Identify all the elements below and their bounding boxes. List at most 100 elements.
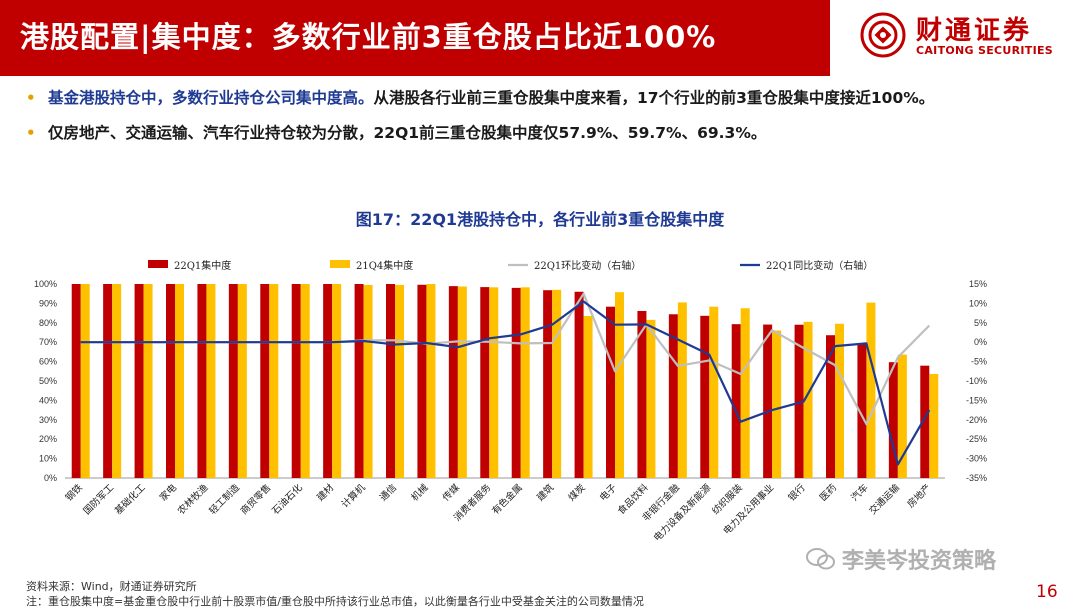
- watermark-text: 李美岑投资策略: [842, 549, 997, 574]
- bullet-item: • 仅房地产、交通运输、汽车行业持仓较为分散，22Q1前三重仓股集中度仅57.9…: [26, 123, 1056, 144]
- bar-22q1: [166, 284, 175, 478]
- legend-label: 22Q1同比变动（右轴）: [766, 259, 873, 272]
- bar-22q1: [543, 290, 553, 478]
- right-axis-tick: -35%: [966, 473, 987, 483]
- right-axis-tick: -25%: [966, 434, 987, 444]
- left-axis-tick: 90%: [39, 298, 57, 308]
- bar-22q1: [763, 324, 773, 478]
- bar-21q4: [426, 284, 436, 478]
- bar-21q4: [237, 284, 247, 478]
- x-axis-category-label: 电子: [597, 481, 619, 503]
- bar-22q1: [574, 291, 584, 478]
- bar-21q4: [552, 289, 562, 478]
- bar-21q4: [677, 302, 687, 478]
- bar-21q4: [112, 284, 122, 478]
- left-axis-tick: 100%: [34, 279, 57, 289]
- left-axis-tick: 40%: [39, 395, 57, 405]
- left-axis-tick: 0%: [44, 473, 57, 483]
- left-axis-tick: 20%: [39, 434, 57, 444]
- footer-note: 注：重仓股集中度=基金重仓股中行业前十股票市值/重仓股中所持该行业总市值，以此衡…: [26, 595, 644, 608]
- x-axis-category-label: 家电: [157, 481, 179, 503]
- bar-21q4: [803, 321, 813, 478]
- bar-21q4: [206, 284, 216, 478]
- right-axis-tick: -5%: [971, 357, 987, 367]
- bar-21q4: [395, 284, 404, 478]
- bar-21q4: [80, 284, 90, 478]
- bar-21q4: [175, 284, 184, 478]
- x-axis-category-label: 有色金属: [489, 482, 524, 517]
- x-axis-category-label: 汽车: [849, 482, 871, 504]
- bar-22q1: [103, 284, 113, 478]
- bar-21q4: [269, 284, 279, 478]
- bar-22q1: [826, 335, 835, 478]
- bar-21q4: [300, 284, 310, 478]
- bar-21q4: [929, 374, 939, 478]
- header-bar: 港股配置|集中度：多数行业前3重仓股占比近100% 财通证券 CAITONG S…: [0, 0, 1080, 76]
- caitong-logo-icon: [860, 12, 906, 58]
- bar-21q4: [332, 284, 342, 478]
- left-axis-tick: 80%: [39, 318, 57, 328]
- left-axis-tick: 30%: [39, 415, 57, 425]
- legend-label: 22Q1集中度: [174, 259, 231, 272]
- page-title: 港股配置|集中度：多数行业前3重仓股占比近100%: [20, 20, 717, 54]
- bar-22q1: [731, 324, 741, 478]
- chart-title: 图17：22Q1港股持仓中，各行业前3重仓股集中度: [355, 210, 725, 229]
- bullet-text: 仅房地产、交通运输、汽车行业持仓较为分散，22Q1前三重仓股集中度仅57.9%、…: [48, 124, 767, 142]
- x-axis-category-label: 建筑: [534, 481, 556, 503]
- left-axis-tick: 10%: [39, 454, 57, 464]
- wechat-icon: [806, 548, 835, 570]
- bullet-highlight: 基金港股持仓中，多数行业持仓公司集中度高。: [48, 89, 374, 107]
- bar-22q1: [700, 315, 710, 478]
- right-axis-tick: -20%: [966, 415, 987, 425]
- bullet-dot-icon: •: [26, 89, 36, 107]
- bar-22q1: [606, 306, 615, 478]
- bar-22q1: [386, 284, 395, 478]
- bullet-dot-icon: •: [26, 124, 36, 142]
- x-axis-category-label: 电力设备及新能源: [651, 481, 714, 544]
- x-axis-category-label: 基础化工: [112, 481, 148, 517]
- bar-22q1: [857, 343, 867, 478]
- bar-22q1: [888, 362, 898, 478]
- bar-22q1: [637, 310, 647, 478]
- bar-21q4: [866, 302, 876, 478]
- left-axis-tick: 50%: [39, 376, 57, 386]
- right-axis-tick: -15%: [966, 395, 987, 405]
- bar-22q1: [448, 286, 458, 478]
- bar-22q1: [354, 284, 364, 478]
- bar-22q1: [228, 284, 238, 478]
- bar-22q1: [134, 284, 144, 478]
- right-axis-tick: -10%: [966, 376, 987, 386]
- bar-21q4: [520, 287, 530, 478]
- bar-21q4: [583, 316, 593, 478]
- x-axis-category-label: 医药: [818, 482, 839, 503]
- bullet-text: 从港股各行业前三重仓股集中度来看，17个行业的前3重仓股集中度接近100%。: [373, 89, 935, 107]
- x-axis-category-label: 机械: [409, 481, 431, 503]
- right-axis-tick: 0%: [974, 337, 987, 347]
- bar-22q1: [71, 284, 81, 478]
- bar-21q4: [897, 354, 907, 478]
- bar-21q4: [772, 330, 782, 478]
- bar-22q1: [920, 365, 930, 478]
- right-axis-tick: 15%: [969, 279, 987, 289]
- page-number: 16: [1036, 582, 1058, 602]
- legend-label: 21Q4集中度: [356, 259, 413, 272]
- bar-21q4: [143, 284, 153, 478]
- right-axis-tick: 5%: [974, 318, 987, 328]
- footer-source: 资料来源：Wind，财通证券研究所: [26, 580, 197, 593]
- watermark: 李美岑投资策略: [806, 543, 996, 575]
- x-axis-category-label: 传媒: [440, 481, 462, 503]
- x-axis-category-label: 交通运输: [867, 481, 903, 517]
- logo-text-en: CAITONG SECURITIES: [916, 44, 1054, 57]
- logo-text-cn: 财通证券: [916, 16, 1033, 46]
- left-axis-tick: 60%: [39, 357, 57, 367]
- concentration-chart: 0% 10% 20% 30% 40% 50% 60% 70% 80% 90% 100% 15% 10% 5…: [34, 259, 987, 544]
- bar-22q1: [794, 324, 804, 478]
- x-axis-category-label: 房地产: [905, 482, 934, 511]
- x-axis-category-label: 建材: [314, 481, 336, 503]
- x-axis-category-label: 银行: [786, 481, 808, 503]
- left-axis-tick: 70%: [39, 337, 57, 347]
- bar-22q1: [417, 284, 427, 478]
- right-axis-tick: -30%: [966, 454, 987, 464]
- bar-22q1: [511, 287, 521, 478]
- bar-21q4: [740, 308, 750, 478]
